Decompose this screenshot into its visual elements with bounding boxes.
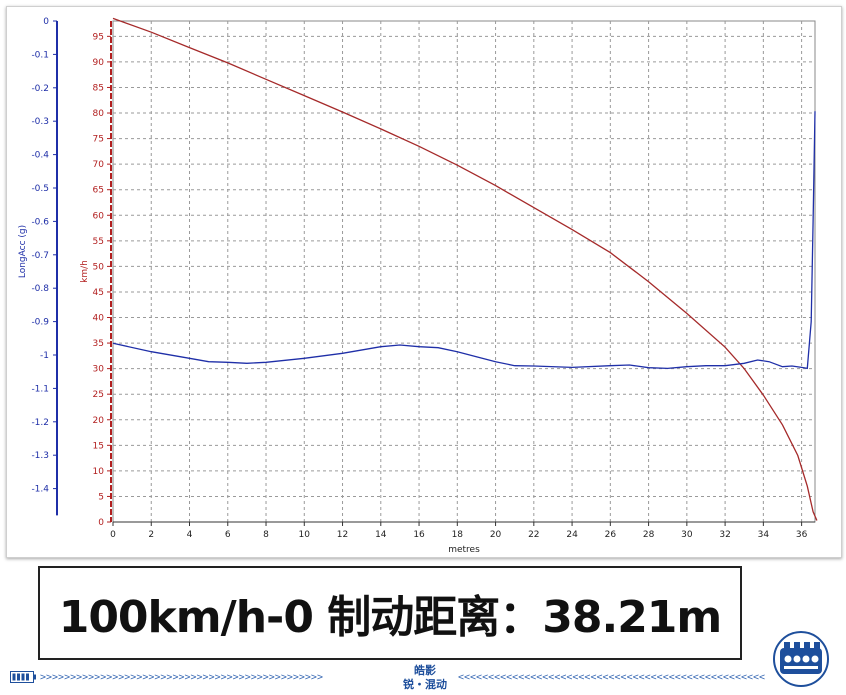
series-group [112, 17, 818, 521]
x-axis-tick-label: 6 [225, 530, 231, 540]
x-axis-tick-label: 32 [719, 530, 730, 540]
right-axis-tick-label: 40 [93, 314, 105, 324]
left-axis-tick-label: -1.4 [31, 485, 49, 495]
right-axis-tick-label: 20 [93, 416, 105, 426]
left-axis-tick-label: -1 [40, 351, 49, 361]
right-axis-tick-label: 50 [93, 262, 105, 272]
brand-line-2: 锐・混动 [403, 678, 447, 691]
x-axis-tick-label: 14 [375, 530, 387, 540]
left-axis-tick-label: -0.7 [31, 251, 49, 261]
right-axis-tick-label: 90 [93, 58, 105, 68]
right-axis-tick-label: 55 [93, 237, 104, 247]
right-axis-tick-label: 10 [93, 467, 105, 477]
right-axis-tick-label: 5 [98, 492, 104, 502]
chevron-divider-left: >>>>>>>>>>>>>>>>>>>>>>>>>>>>>>>>>>>>>>>>… [40, 672, 323, 683]
x-axis-tick-label: 0 [110, 530, 116, 540]
x-axis-tick-label: 12 [337, 530, 348, 540]
x-axis-tick-label: 18 [452, 530, 464, 540]
left-axis-tick-label: -1.1 [31, 384, 49, 394]
left-axis-title: LongAcc (g) [18, 225, 28, 278]
right-axis: 0 5 10 15 20 25 30 35 40 45 50 55 60 65 70 75 80 85 90 95 km… [80, 21, 112, 528]
x-axis-tick-label: 34 [758, 530, 770, 540]
result-banner: 100km/h-0 制动距离：38.21m [38, 566, 742, 660]
left-axis-tick-label: -0.6 [31, 217, 49, 227]
right-axis-tick-label: 60 [93, 211, 105, 221]
right-axis-tick-label: 0 [98, 518, 104, 528]
x-axis-tick-label: 36 [796, 530, 808, 540]
x-axis-tick-label: 22 [528, 530, 539, 540]
left-axis-tick-label: -1.2 [31, 418, 49, 428]
x-axis-tick-label: 8 [263, 530, 269, 540]
right-axis-tick-label: 85 [93, 83, 104, 93]
plot-area [112, 20, 816, 523]
left-axis-tick-label: -0.8 [31, 284, 49, 294]
x-axis-tick-label: 30 [681, 530, 693, 540]
right-axis-tick-label: 75 [93, 135, 104, 145]
brand-line-1: 皓影 [414, 664, 436, 677]
right-axis-tick-label: 45 [93, 288, 104, 298]
x-axis-tick-label: 20 [490, 530, 502, 540]
left-axis-tick-label: -0.9 [31, 318, 49, 328]
chevron-divider-right: <<<<<<<<<<<<<<<<<<<<<<<<<<<<<<<<<<<<<<<<… [458, 672, 766, 683]
right-axis-tick-label: 80 [93, 109, 105, 119]
left-axis-tick-label: 0 [43, 17, 49, 27]
x-axis-title: metres [448, 545, 480, 555]
braking-chart: 0 -0.1 -0.2 -0.3 -0.4 -0.5 -0.6 -0.7 -0.8 -0.9 -1 -… [18, 17, 818, 555]
right-axis-tick-label: 95 [93, 32, 104, 42]
right-axis-tick-label: 30 [93, 365, 105, 375]
series-line-longacc [112, 111, 816, 370]
brand-label: 皓影 锐・混动 [395, 664, 455, 692]
chart-panel: 0 -0.1 -0.2 -0.3 -0.4 -0.5 -0.6 -0.7 -0.8 -0.9 -1 -… [6, 6, 842, 558]
left-axis-tick-label: -1.3 [31, 451, 49, 461]
series-line-speed [112, 17, 818, 521]
x-axis-tick-label: 10 [299, 530, 311, 540]
right-axis-tick-label: 65 [93, 186, 104, 196]
grid-lines [112, 20, 816, 523]
left-axis-tick-label: -0.5 [31, 184, 49, 194]
left-axis-tick-label: -0.3 [31, 117, 49, 127]
left-axis-tick-label: -0.4 [31, 151, 49, 161]
engine-logo-icon [773, 631, 829, 687]
x-axis-tick-label: 24 [566, 530, 578, 540]
left-axis: 0 -0.1 -0.2 -0.3 -0.4 -0.5 -0.6 -0.7 -0.8 -0.9 -1 -… [18, 17, 58, 516]
left-axis-tick-label: -0.1 [31, 50, 49, 60]
x-axis-tick-label: 28 [643, 530, 655, 540]
x-axis-tick-label: 4 [187, 530, 193, 540]
left-axis-tick-label: -0.2 [31, 84, 49, 94]
right-axis-title: km/h [80, 260, 90, 283]
x-axis-tick-label: 16 [413, 530, 425, 540]
x-axis-tick-label: 2 [148, 530, 154, 540]
right-axis-tick-label: 25 [93, 390, 104, 400]
battery-icon [10, 671, 36, 683]
right-axis-tick-label: 35 [93, 339, 104, 349]
right-axis-tick-label: 15 [93, 441, 104, 451]
braking-distance-result: 100km/h-0 制动距离：38.21m [58, 592, 723, 643]
right-axis-tick-label: 70 [93, 160, 105, 170]
x-axis-tick-label: 26 [605, 530, 617, 540]
